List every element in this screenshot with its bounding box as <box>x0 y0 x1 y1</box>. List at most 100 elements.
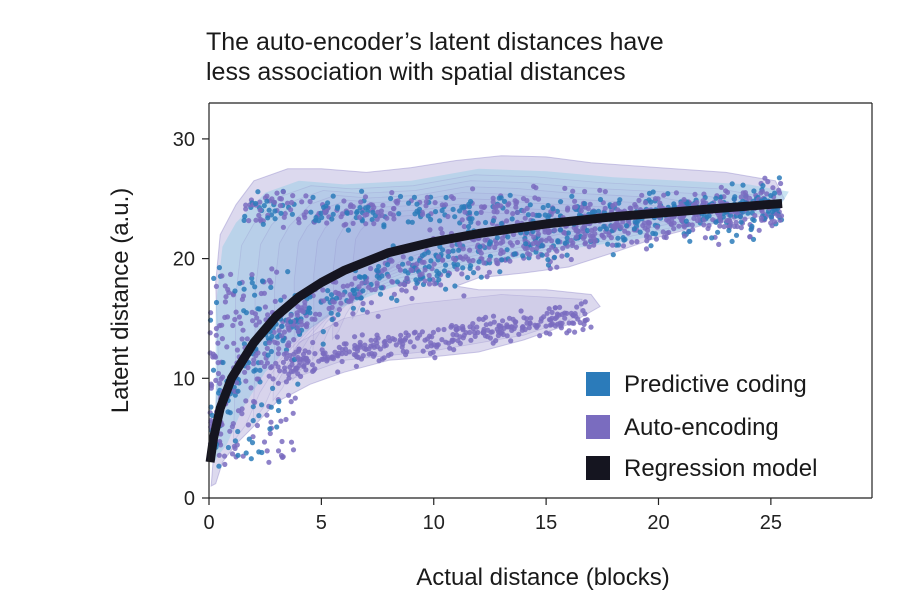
scatter-point <box>216 265 222 271</box>
scatter-point <box>645 227 651 233</box>
scatter-point <box>684 200 690 206</box>
scatter-point <box>354 345 360 352</box>
scatter-point <box>636 197 642 203</box>
scatter-point <box>564 235 570 241</box>
scatter-point <box>468 337 474 343</box>
scatter-point <box>582 188 588 195</box>
y-tick-label: 0 <box>184 488 195 510</box>
scatter-point <box>403 330 409 336</box>
scatter-point <box>531 234 537 240</box>
scatter-point <box>494 235 500 241</box>
scatter-point <box>713 219 719 225</box>
scatter-point <box>650 230 656 236</box>
scatter-point <box>335 312 341 318</box>
scatter-point <box>243 202 249 208</box>
scatter-point <box>615 207 621 213</box>
scatter-point <box>734 223 740 230</box>
scatter-point <box>301 212 307 218</box>
scatter-point <box>330 299 336 305</box>
scatter-point <box>306 349 312 355</box>
scatter-point <box>278 297 284 303</box>
scatter-point <box>702 235 709 241</box>
scatter-point <box>504 322 510 328</box>
scatter-point <box>533 185 539 191</box>
scatter-point <box>668 221 674 227</box>
scatter-point <box>513 204 519 210</box>
scatter-point <box>320 329 326 335</box>
scatter-point <box>330 354 336 360</box>
scatter-point <box>504 209 510 215</box>
scatter-point <box>713 195 719 201</box>
scatter-point <box>358 199 364 205</box>
scatter-point <box>259 278 266 284</box>
scatter-point <box>316 311 323 317</box>
scatter-point <box>758 215 765 221</box>
scatter-point <box>523 241 529 247</box>
scatter-point <box>419 271 425 277</box>
scatter-point <box>264 360 270 366</box>
scatter-point <box>643 246 650 252</box>
scatter-point <box>625 230 631 236</box>
scatter-point <box>715 229 721 235</box>
scatter-point <box>428 258 434 264</box>
scatter-point <box>562 315 568 321</box>
scatter-point <box>759 188 766 195</box>
scatter-point <box>390 336 396 342</box>
scatter-point <box>222 461 228 467</box>
scatter-point <box>378 208 384 214</box>
scatter-point <box>252 292 258 298</box>
scatter-point <box>262 363 268 370</box>
scatter-point <box>403 335 409 341</box>
scatter-point <box>486 257 492 263</box>
scatter-point <box>637 229 643 235</box>
scatter-point <box>581 223 588 229</box>
scatter-point <box>391 216 397 222</box>
scatter-point <box>307 198 313 205</box>
scatter-point <box>265 352 271 358</box>
scatter-point <box>295 304 301 310</box>
scatter-point <box>259 402 265 408</box>
scatter-point <box>498 240 504 246</box>
scatter-point <box>279 323 285 329</box>
scatter-point <box>439 337 445 343</box>
scatter-point <box>280 224 286 230</box>
scatter-point <box>612 222 618 228</box>
scatter-point <box>278 418 284 424</box>
scatter-point <box>605 241 611 247</box>
scatter-point <box>241 217 247 223</box>
scatter-point <box>290 193 296 199</box>
scatter-point <box>338 214 344 220</box>
scatter-point <box>448 324 454 330</box>
scatter-point <box>256 306 262 312</box>
scatter-point <box>746 195 753 201</box>
scatter-point <box>401 281 407 287</box>
scatter-point <box>550 206 556 212</box>
scatter-point <box>539 237 545 243</box>
scatter-point <box>277 203 283 209</box>
scatter-point <box>350 220 356 226</box>
scatter-point <box>518 308 524 314</box>
scatter-point <box>225 409 231 415</box>
scatter-point <box>266 373 272 379</box>
scatter-point <box>681 222 687 228</box>
scatter-point <box>352 291 358 297</box>
scatter-point <box>498 221 504 227</box>
scatter-point <box>345 227 351 233</box>
scatter-point <box>683 218 689 224</box>
scatter-point <box>443 286 449 292</box>
scatter-point <box>582 201 588 207</box>
scatter-point <box>721 224 727 230</box>
scatter-point <box>510 316 516 322</box>
scatter-point <box>441 268 448 274</box>
scatter-point <box>554 264 560 270</box>
scatter-point <box>389 295 395 301</box>
scatter-point <box>457 208 463 214</box>
scatter-point <box>354 354 360 360</box>
scatter-point <box>303 356 309 362</box>
scatter-point <box>321 204 327 210</box>
scatter-point <box>578 301 584 307</box>
scatter-point <box>560 245 566 251</box>
scatter-point <box>426 272 432 279</box>
scatter-point <box>334 205 341 211</box>
scatter-point <box>299 199 305 205</box>
